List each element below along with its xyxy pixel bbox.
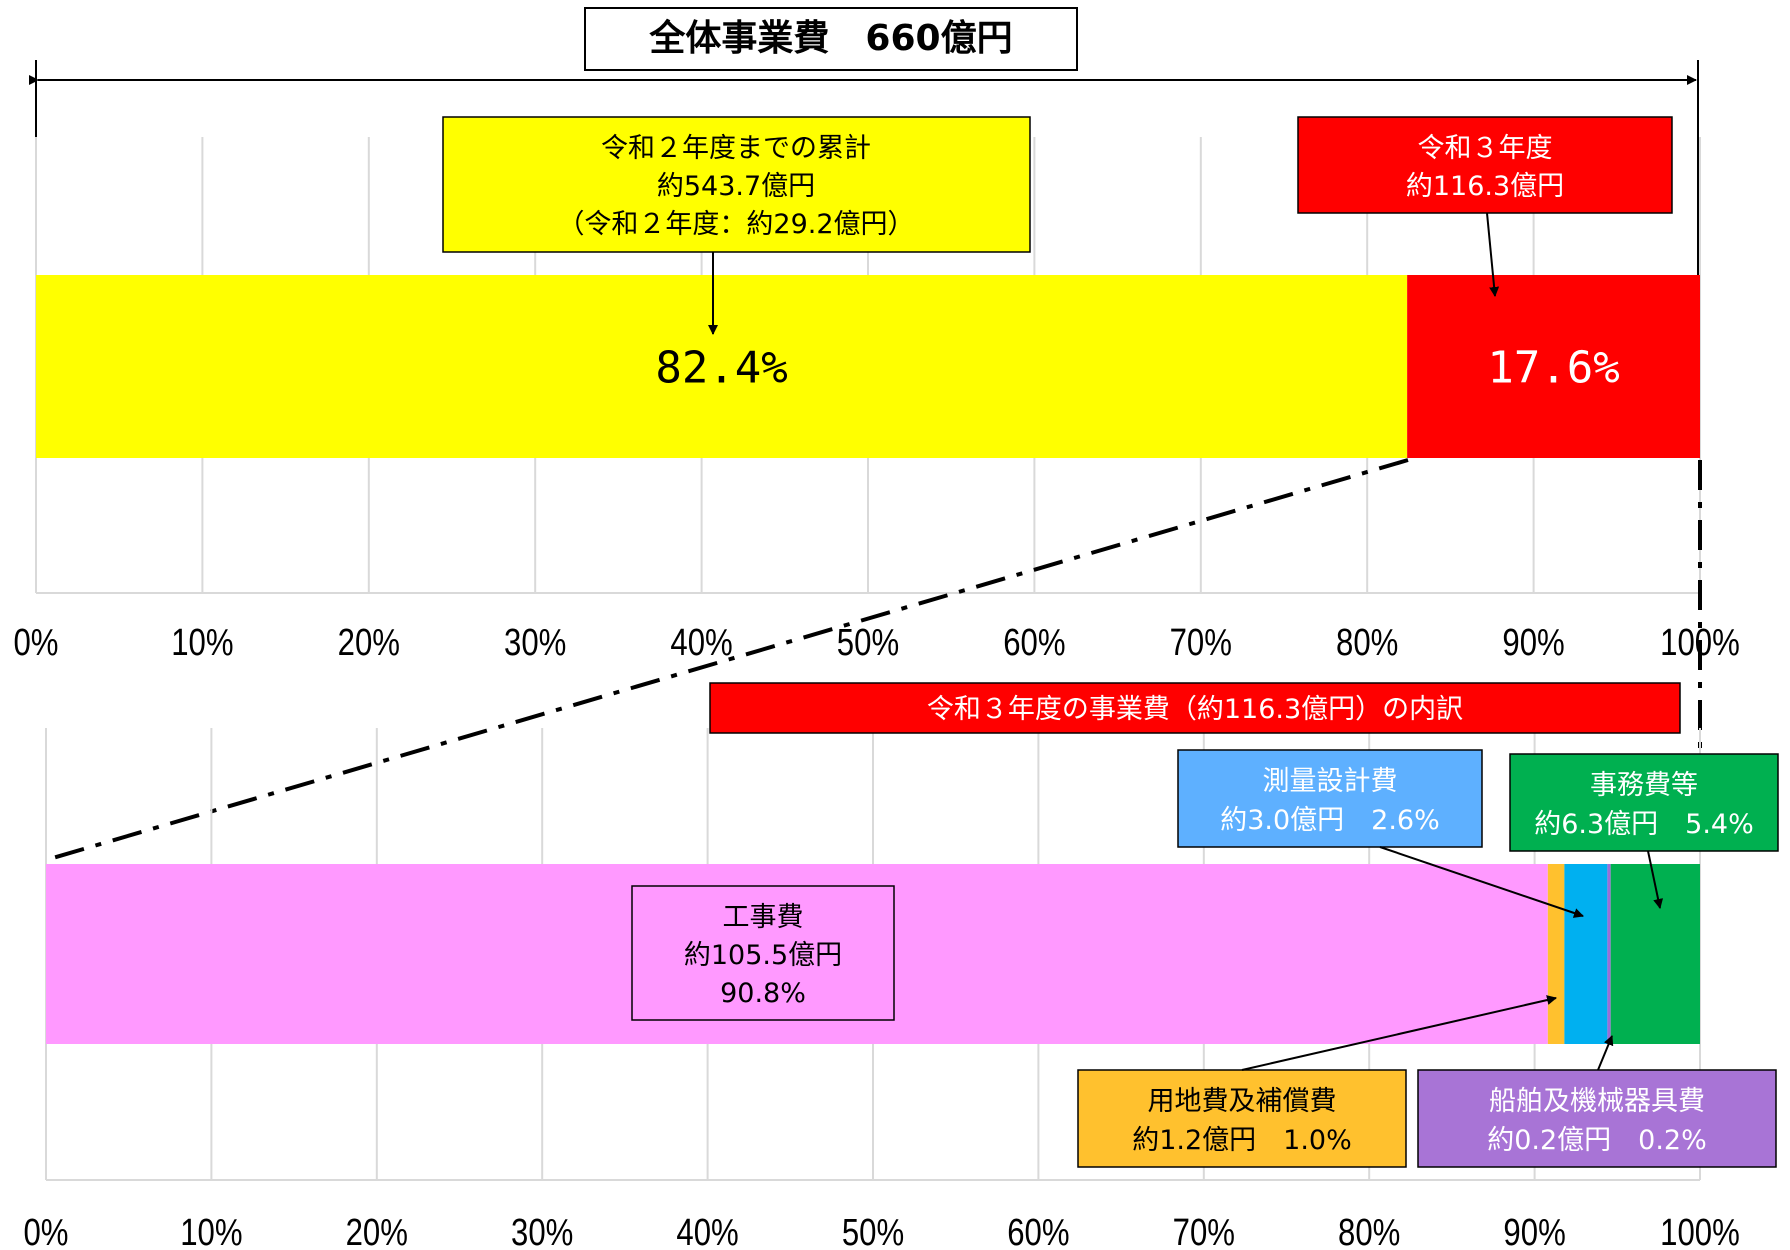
chart1-tick-label: 60%: [1003, 622, 1065, 664]
annotation-land: 用地費及補償費 約1.2億円 1.0%: [1077, 995, 1557, 1168]
chart2-axis-ticks: 0% 10% 20% 30% 40% 50% 60% 70% 80% 90% 100%: [23, 1212, 1739, 1250]
breakdown-title: 令和３年度の事業費（約116.3億円）の内訳: [927, 694, 1463, 725]
annotation-construction: 工事費 約105.5億円 90.8%: [631, 885, 895, 1021]
annotation-office-line2: 約6.3億円 5.4%: [1534, 809, 1754, 840]
chart2-tick-label: 90%: [1503, 1212, 1565, 1250]
chart2-tick-label: 10%: [180, 1212, 242, 1250]
chart2-bar-segment: [1547, 864, 1565, 1044]
annotation-r3-line2: 約116.3億円: [1406, 171, 1564, 202]
chart2-bar-segment: [1607, 864, 1611, 1044]
chart2-tick-label: 0%: [23, 1212, 68, 1250]
annotation-cumulative-line3: （令和２年度：約29.2億円）: [557, 209, 914, 240]
chart2-tick-label: 80%: [1338, 1212, 1400, 1250]
chart2-tick-label: 70%: [1173, 1212, 1235, 1250]
annotation-land-line2: 約1.2億円 1.0%: [1132, 1125, 1352, 1156]
chart1-tick-label: 50%: [837, 622, 899, 664]
breakdown-title-box: [709, 682, 1681, 734]
chart2-tick-label: 30%: [511, 1212, 573, 1250]
chart2-tick-label: 20%: [346, 1212, 408, 1250]
chart2-tick-label: 50%: [842, 1212, 904, 1250]
chart1-tick-label: 80%: [1336, 622, 1398, 664]
chart1-tick-label: 70%: [1170, 622, 1232, 664]
chart1-tick-label: 30%: [504, 622, 566, 664]
zoom-connector-left: [45, 458, 1409, 862]
chart1-bars: 82.4% 17.6%: [36, 275, 1700, 458]
annotation-construction-line3: 90.8%: [720, 978, 806, 1009]
annotation-office: 事務費等 約6.3億円 5.4%: [1509, 753, 1779, 909]
chart1-tick-label: 40%: [670, 622, 732, 664]
annotation-survey: 測量設計費 約3.0億円 2.6%: [1177, 749, 1584, 918]
total-title: 全体事業費 660億円: [648, 17, 1012, 59]
chart1-tick-label: 0%: [13, 622, 58, 664]
chart2-tick-label: 60%: [1007, 1212, 1069, 1250]
annotation-survey-line1: 測量設計費: [1263, 766, 1398, 797]
annotation-cumulative-line1: 令和２年度までの累計: [601, 133, 871, 164]
chart1-axis-ticks: 0% 10% 20% 30% 40% 50% 60% 70% 80% 90% 100%: [13, 622, 1739, 664]
annotation-ship: 船舶及機械器具費 約0.2億円 0.2%: [1417, 1035, 1777, 1168]
annotation-survey-line2: 約3.0億円 2.6%: [1220, 805, 1440, 836]
annotation-construction-line1: 工事費: [723, 902, 804, 933]
total-title-box: [584, 7, 1078, 71]
annotation-ship-line2: 約0.2億円 0.2%: [1487, 1125, 1707, 1156]
chart1-tick-label: 90%: [1502, 622, 1564, 664]
chart2-tick-label: 100%: [1660, 1212, 1740, 1250]
chart1-bar-segment: [36, 275, 1408, 458]
annotation-cumulative: 令和２年度までの累計 約543.7億円 （令和２年度：約29.2億円）: [442, 116, 1031, 335]
annotation-office-line1: 事務費等: [1590, 770, 1698, 801]
chart2-bar-segment: [1564, 864, 1608, 1044]
chart2-bar-segment: [1610, 864, 1700, 1044]
chart2-tick-label: 40%: [676, 1212, 738, 1250]
chart1-segment-label: 82.4%: [655, 343, 787, 394]
chart1-tick-label: 10%: [171, 622, 233, 664]
annotation-r3-line1: 令和３年度: [1418, 133, 1553, 164]
annotation-r3: 令和３年度 約116.3億円: [1297, 116, 1673, 297]
chart1-segment-label: 17.6%: [1487, 343, 1619, 394]
annotation-land-line1: 用地費及補償費: [1148, 1086, 1337, 1117]
annotation-cumulative-line2: 約543.7億円: [657, 171, 815, 202]
annotation-construction-line2: 約105.5億円: [684, 940, 842, 971]
annotation-ship-line1: 船舶及機械器具費: [1489, 1086, 1705, 1117]
chart1-tick-label: 20%: [338, 622, 400, 664]
chart1-bar-segment: [1407, 275, 1700, 458]
